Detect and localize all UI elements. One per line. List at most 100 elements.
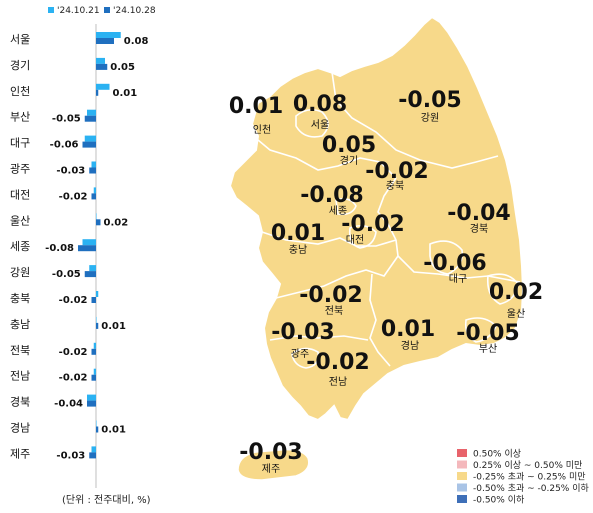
bar-value-label: 0.02 bbox=[104, 217, 129, 228]
category-label: 경기 bbox=[10, 59, 30, 72]
bar-value-label: 0.01 bbox=[101, 321, 126, 332]
category-label: 경남 bbox=[10, 422, 30, 435]
bar-prev-week bbox=[96, 316, 97, 323]
bar-this-week bbox=[91, 297, 96, 303]
map-value-label: -0.02 bbox=[365, 159, 428, 184]
bar-value-label: -0.03 bbox=[56, 166, 85, 177]
map-region-name: 경북 bbox=[470, 222, 488, 235]
map-value-label: 0.01 bbox=[381, 317, 435, 342]
bar-value-label: -0.02 bbox=[59, 295, 88, 306]
map-legend-label: -0.50% 초과 ~ -0.25% 이하 bbox=[473, 483, 590, 494]
legend-swatch-series-2 bbox=[104, 7, 110, 13]
bar-prev-week bbox=[87, 394, 96, 401]
bar-value-label: 0.01 bbox=[113, 88, 138, 99]
bar-value-label: 0.08 bbox=[124, 36, 149, 47]
bar-prev-week bbox=[96, 420, 97, 427]
bar-this-week bbox=[89, 452, 96, 459]
bar-prev-week bbox=[96, 32, 121, 38]
bar-this-week bbox=[96, 38, 114, 44]
bar-this-week bbox=[87, 400, 96, 407]
category-label: 경북 bbox=[10, 396, 30, 409]
bar-prev-week bbox=[91, 446, 96, 453]
map-value-label: -0.02 bbox=[306, 350, 369, 375]
map-region-name: 전남 bbox=[329, 376, 347, 388]
map-value-label: 0.01 bbox=[229, 94, 283, 119]
bar-prev-week bbox=[93, 342, 96, 349]
category-label: 제주 bbox=[10, 447, 30, 460]
map-value-label: -0.02 bbox=[341, 212, 404, 237]
bar-this-week bbox=[82, 141, 96, 148]
legend-swatch-series-1 bbox=[48, 7, 54, 13]
map-region-name: 강원 bbox=[421, 112, 439, 124]
map-value-label: 0.08 bbox=[293, 92, 347, 117]
map-legend-label: 0.50% 이상 bbox=[473, 449, 521, 460]
bar-prev-week bbox=[82, 239, 96, 246]
bar-prev-week bbox=[96, 57, 105, 64]
map-value-label: -0.05 bbox=[398, 88, 461, 113]
bar-value-label: -0.06 bbox=[50, 140, 79, 151]
map-value-label: -0.04 bbox=[447, 201, 510, 226]
map-value-label: -0.03 bbox=[239, 440, 302, 465]
bar-prev-week bbox=[84, 135, 96, 142]
bar-this-week bbox=[78, 245, 96, 252]
map-region-name: 충북 bbox=[386, 180, 404, 192]
map-region-name: 충남 bbox=[289, 244, 307, 256]
unit-note: (단위 : 전주대비, %) bbox=[62, 493, 151, 506]
category-label: 충남 bbox=[10, 318, 30, 331]
map-region-name: 대구 bbox=[449, 273, 467, 285]
bar-this-week bbox=[89, 167, 96, 174]
bar-prev-week bbox=[89, 265, 96, 272]
bar-prev-week bbox=[87, 109, 96, 116]
bar-prev-week bbox=[96, 213, 97, 220]
map-region-name: 전북 bbox=[325, 305, 343, 317]
category-label: 부산 bbox=[10, 111, 30, 124]
mainland-shape bbox=[228, 15, 525, 422]
map-value-label: 0.05 bbox=[322, 133, 376, 158]
map-region-name: 제주 bbox=[262, 463, 280, 475]
map-value-label: -0.06 bbox=[423, 251, 486, 276]
category-label: 전남 bbox=[10, 370, 30, 383]
map-legend-swatch bbox=[457, 472, 467, 480]
bar-value-label: -0.05 bbox=[52, 269, 81, 280]
map-legend: 0.50% 이상0.25% 이상 ~ 0.50% 미만-0.25% 초과 ~ 0… bbox=[457, 449, 590, 506]
category-label: 울산 bbox=[10, 214, 30, 227]
bar-this-week bbox=[84, 271, 96, 278]
category-label: 인천 bbox=[10, 84, 30, 98]
bar-value-label: 0.01 bbox=[101, 425, 126, 436]
map-region-name: 대전 bbox=[346, 234, 364, 246]
legend-label-series-2: '24.10.28 bbox=[113, 6, 156, 16]
bar-value-label: -0.03 bbox=[56, 450, 85, 461]
jeju-shape bbox=[237, 448, 310, 481]
map-region-name: 경남 bbox=[401, 339, 419, 352]
map-region-name: 부산 bbox=[479, 343, 497, 355]
map-legend-label: -0.25% 초과 ~ 0.25% 미만 bbox=[473, 472, 586, 483]
bar-prev-week bbox=[96, 291, 99, 297]
bar-this-week bbox=[96, 426, 99, 433]
category-label: 대구 bbox=[10, 137, 30, 150]
map-region-name: 서울 bbox=[311, 119, 329, 131]
map-region-name: 인천 bbox=[253, 124, 271, 136]
bar-value-label: -0.02 bbox=[59, 347, 88, 358]
bar-this-week bbox=[91, 193, 96, 200]
category-label: 대전 bbox=[10, 188, 30, 201]
bar-this-week bbox=[96, 322, 99, 329]
bar-value-label: -0.05 bbox=[52, 114, 81, 125]
map-region-name: 광주 bbox=[291, 348, 309, 360]
bar-value-label: -0.02 bbox=[59, 373, 88, 384]
legend-label-series-1: '24.10.21 bbox=[57, 6, 100, 16]
bar-this-week bbox=[96, 63, 108, 70]
map-region-name: 경기 bbox=[340, 154, 358, 167]
category-label: 광주 bbox=[10, 163, 30, 176]
bar-legend: '24.10.21 '24.10.28 bbox=[48, 6, 156, 16]
map-value-label: -0.05 bbox=[456, 321, 519, 346]
map-legend-label: -0.50% 이하 bbox=[473, 495, 525, 506]
map-region-name: 세종 bbox=[329, 205, 347, 217]
category-label: 충북 bbox=[10, 292, 30, 305]
category-label: 세종 bbox=[10, 240, 30, 253]
map-region-name: 울산 bbox=[507, 308, 525, 320]
bar-prev-week bbox=[96, 83, 110, 90]
bar-value-label: -0.08 bbox=[45, 243, 74, 254]
